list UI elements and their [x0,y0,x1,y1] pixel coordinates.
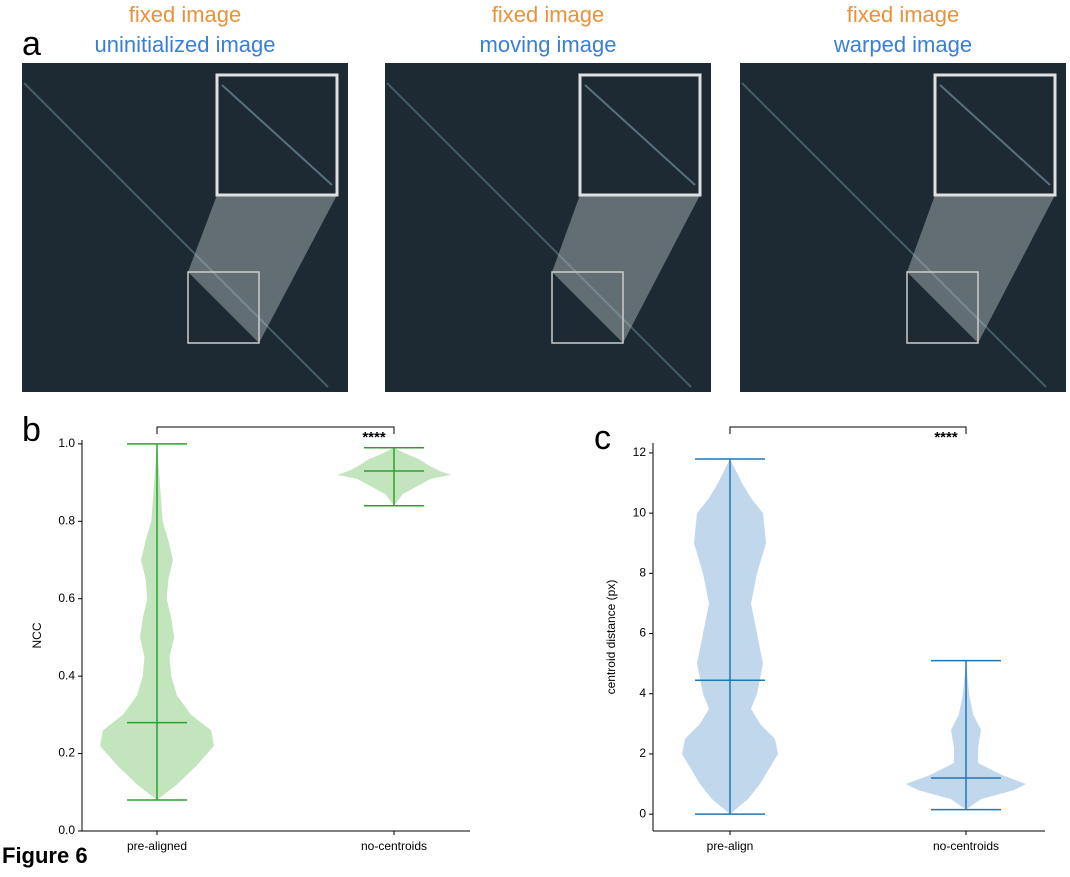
filament [386,82,692,388]
y-tick-label: 10 [633,505,647,519]
y-tick-label: 4 [639,686,646,700]
x-tick-label: no-centroids [361,839,427,853]
x-tick-label: pre-aligned [127,839,187,853]
significance-bracket [156,426,395,434]
significance-label: **** [934,429,958,446]
y-tick-label: 0.4 [58,668,75,682]
y-tick-label: 6 [639,626,646,640]
zoom-box [906,271,979,344]
filament [741,82,1047,388]
image-title-fixed: fixed image [847,2,960,27]
significance-bracket [729,426,967,434]
zoom-connector [552,195,700,343]
y-tick-label: 12 [633,445,647,459]
x-tick-label: pre-align [707,839,754,853]
image-title-second: moving image [480,32,617,57]
y-axis-label: centroid distance (px) [604,580,618,695]
inset-filament [221,84,333,186]
y-tick-label: 1.0 [58,436,75,450]
image-title-fixed: fixed image [129,2,242,27]
zoom-connector [188,195,337,343]
image-title-fixed: fixed image [492,2,605,27]
y-tick-label: 0.0 [58,823,75,837]
y-tick-label: 2 [639,746,646,760]
panel-label: a [22,25,41,63]
inset-filament [939,84,1051,186]
inset-filament [584,84,696,186]
y-tick-label: 0.6 [58,591,75,605]
figure-label: Figure 6 [2,843,88,868]
panel-label: c [594,419,611,457]
panel-label: b [22,411,41,449]
y-axis-label: NCC [30,622,44,648]
image-title-second: warped image [833,32,972,57]
y-tick-label: 0 [639,806,646,820]
image-title-second: uninitialized image [95,32,276,57]
x-tick-label: no-centroids [933,839,999,853]
zoom-box [187,271,260,344]
filament [23,82,329,388]
significance-label: **** [362,429,386,446]
zoom-connector [907,195,1055,343]
y-tick-label: 8 [639,566,646,580]
y-tick-label: 0.8 [58,513,75,527]
y-tick-label: 0.2 [58,746,75,760]
zoom-box [551,271,624,344]
